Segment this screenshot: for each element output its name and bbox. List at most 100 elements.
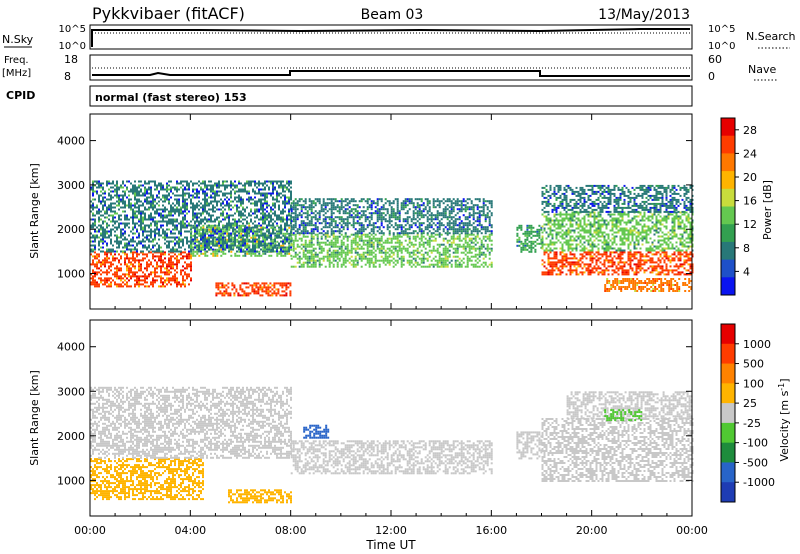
freq-label-line2: [MHz] <box>2 68 31 79</box>
colorbar-swatch <box>721 363 735 384</box>
freq-tick-low: 8 <box>64 70 71 83</box>
colorbar-tick-label: -1000 <box>743 476 775 489</box>
nave-tick-low: 0 <box>708 70 715 83</box>
y-tick-label: 3000 <box>57 385 85 398</box>
velocity-ylabel: Slant Range [km] <box>28 370 41 466</box>
freq-panel <box>89 54 693 81</box>
y-tick-label: 4000 <box>57 135 85 148</box>
nave-label: Nave <box>748 63 776 76</box>
data-region <box>541 211 694 252</box>
data-region <box>290 198 493 235</box>
power-x-axis <box>89 114 693 309</box>
y-tick-label: 2000 <box>57 430 85 443</box>
colorbar-swatch <box>721 135 735 154</box>
colorbar-swatch <box>721 153 735 172</box>
date-label: 13/May/2013 <box>598 7 690 23</box>
colorbar-tick-label: 16 <box>743 195 757 208</box>
plot-title: Pykkvibaer (fitACF) <box>92 4 245 23</box>
data-region <box>90 386 292 459</box>
colorbar-tick-label: 12 <box>743 218 757 231</box>
colorbar-tick-label: 100 <box>743 377 764 390</box>
colorbar-tick-label: 8 <box>743 242 750 255</box>
freq-trace <box>92 70 690 77</box>
velocity-colorbar-label-sup: -1 <box>777 383 786 391</box>
colorbar-swatch <box>721 259 735 278</box>
colorbar-frame <box>720 117 736 296</box>
data-region <box>604 278 693 292</box>
colorbar-swatch <box>721 462 735 483</box>
data-region <box>516 431 543 460</box>
data-region <box>604 409 643 422</box>
power-panel: 1000 2000 3000 4000 Slant Range [km] 4 8 12 16… <box>28 113 774 310</box>
nsearch-tick-low: 10^0 <box>708 41 735 52</box>
nsearch-label: N.Search <box>746 30 796 43</box>
nsky-panel <box>89 24 693 50</box>
colorbar-swatch <box>721 118 735 137</box>
velocity-y-axis: 1000 2000 3000 4000 <box>57 341 692 487</box>
velocity-x-axis: 00:00 04:00 08:00 12:00 16:00 20:00 00:00 <box>74 320 708 537</box>
data-region <box>516 224 543 253</box>
data-region <box>290 233 493 268</box>
nsearch-tick-high: 10^5 <box>708 24 735 35</box>
x-tick-label: 20:00 <box>576 524 608 537</box>
cpid-label: CPID <box>6 89 35 102</box>
data-region <box>228 489 292 504</box>
nsky-label: N.Sky <box>2 33 34 46</box>
velocity-colorbar-label-end: ] <box>778 378 791 382</box>
y-tick-label: 1000 <box>57 474 85 487</box>
colorbar-tick-label: 20 <box>743 171 757 184</box>
velocity-colorbar-label-main: Velocity [m s <box>778 390 791 461</box>
colorbar-tick-label: 24 <box>743 147 757 160</box>
colorbar-swatch <box>721 343 735 365</box>
cpid-panel <box>89 85 693 107</box>
y-tick-label: 3000 <box>57 179 85 192</box>
colorbar-tick-label: 500 <box>743 358 764 371</box>
beam-label: Beam 03 <box>361 7 424 23</box>
velocity-colorbar: 1000 500 100 25 -25 -100 -500 -1000 <box>720 323 775 503</box>
colorbar-swatch <box>721 383 735 404</box>
colorbar-tick-label: 4 <box>743 265 750 278</box>
power-y-axis: 1000 2000 3000 4000 <box>57 135 692 281</box>
cpid-value: normal (fast stereo) 153 <box>95 91 247 104</box>
power-colorbar-label: Power [dB] <box>761 180 774 240</box>
y-tick-label: 1000 <box>57 268 85 281</box>
colorbar-tick-label: -100 <box>743 437 768 450</box>
colorbar-swatch <box>721 442 735 463</box>
data-region <box>541 418 694 482</box>
x-tick-label: 00:00 <box>676 524 708 537</box>
time-axis-label: Time UT <box>365 538 416 552</box>
power-ylabel: Slant Range [km] <box>28 163 41 259</box>
x-tick-label: 12:00 <box>375 524 407 537</box>
colorbar-swatch <box>721 277 735 296</box>
data-region <box>541 251 694 276</box>
velocity-data-layer <box>90 386 694 504</box>
power-colorbar: 4 8 12 16 20 24 28 <box>720 117 757 296</box>
colorbar-tick-label: 25 <box>743 397 757 410</box>
data-region <box>303 424 330 439</box>
nsky-tick-high: 10^5 <box>59 24 86 35</box>
colorbar-swatch <box>721 482 735 503</box>
colorbar-tick-label: -25 <box>743 417 761 430</box>
colorbar-swatch <box>721 206 735 225</box>
colorbar-swatch <box>721 241 735 261</box>
x-tick-label: 08:00 <box>275 524 307 537</box>
x-tick-label: 00:00 <box>74 524 106 537</box>
colorbar-swatch <box>721 188 735 207</box>
x-tick-label: 16:00 <box>475 524 507 537</box>
freq-tick-high: 18 <box>64 53 78 66</box>
data-region <box>541 184 694 213</box>
data-region <box>90 180 292 253</box>
velocity-colorbar-label: Velocity [m s-1] <box>777 378 791 461</box>
colorbar-swatch <box>721 324 735 345</box>
colorbar-tick-label: -500 <box>743 456 768 469</box>
y-tick-label: 4000 <box>57 341 85 354</box>
colorbar-swatch <box>721 403 735 424</box>
colorbar-swatch <box>721 422 735 444</box>
power-data-layer <box>90 180 694 297</box>
x-tick-label: 04:00 <box>174 524 206 537</box>
colorbar-swatch <box>721 224 735 243</box>
data-region <box>90 458 204 501</box>
data-region <box>290 440 493 475</box>
